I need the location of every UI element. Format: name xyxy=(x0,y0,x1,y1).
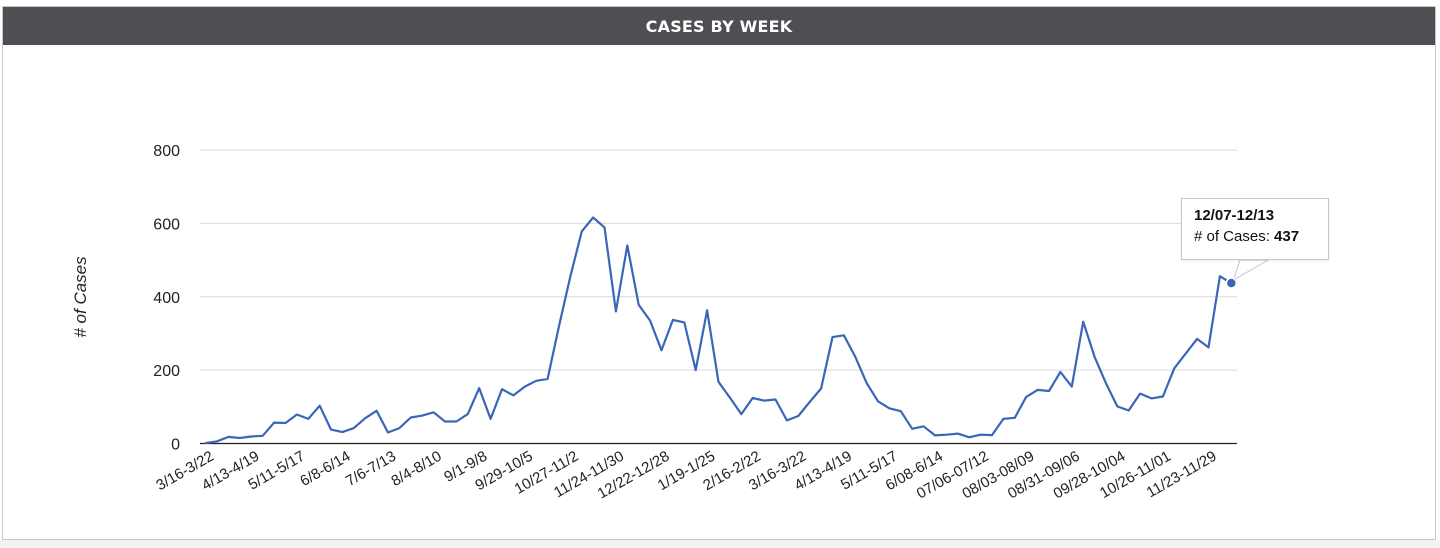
y-tick-label-600: 600 xyxy=(153,216,180,233)
page-bottom-strip xyxy=(0,540,1440,548)
chart-title: CASES BY WEEK xyxy=(645,16,793,36)
tooltip-label: # of Cases: xyxy=(1194,228,1275,245)
y-tick-label-400: 400 xyxy=(153,290,180,307)
highlighted-point xyxy=(1225,277,1238,289)
x-tick-label: 8/4-8/10 xyxy=(388,448,444,490)
y-tick-label-0: 0 xyxy=(171,437,180,454)
y-axis-label: # of Cases xyxy=(71,256,90,338)
tooltip-pointer xyxy=(1232,259,1270,282)
tooltip-body: # of Cases: 437 xyxy=(1194,228,1316,245)
y-tick-label-800: 800 xyxy=(153,143,180,160)
series-line xyxy=(204,216,1233,445)
data-tooltip: 12/07-12/13 # of Cases: 437 xyxy=(1181,198,1329,260)
tooltip-value: 437 xyxy=(1274,228,1300,245)
x-tick-label: 7/6-7/13 xyxy=(343,448,399,490)
tooltip-title: 12/07-12/13 xyxy=(1194,207,1275,224)
chart-header: CASES BY WEEK xyxy=(3,7,1435,45)
chart-panel: CASES BY WEEK xyxy=(2,6,1436,540)
y-tick-label-200: 200 xyxy=(153,363,180,380)
x-tick-label: 6/8-6/14 xyxy=(297,448,353,490)
